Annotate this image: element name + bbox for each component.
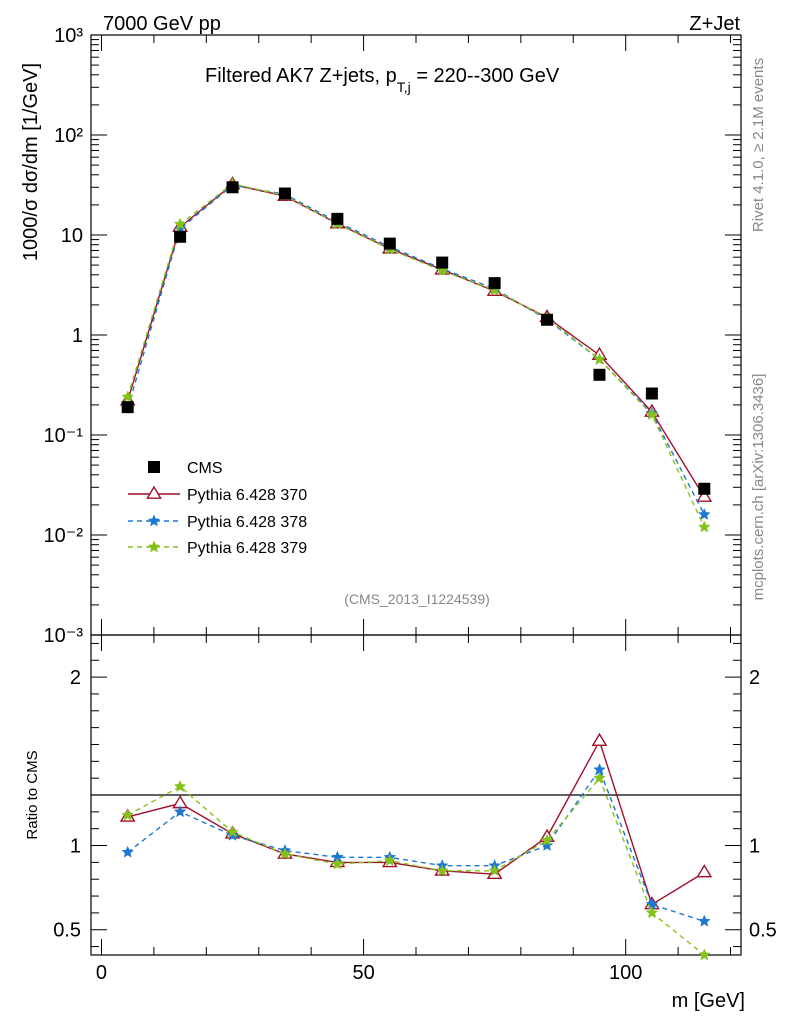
pythia-6-428-379-ratio-point [697,948,711,961]
main-y-tick-label: 10² [54,125,83,147]
cms-point [436,256,449,269]
legend-cms-label: CMS [187,460,223,477]
pythia-6-428-379-ratio-point [331,857,344,870]
pythia-6-428-379-point [121,390,135,403]
rivet-version-label: Rivet 4.1.0, ≥ 2.1M events [750,58,767,232]
pythia-6-428-379-ratio-point [226,825,239,838]
ratio-y-tick-label-right: 0.5 [749,920,777,942]
mcplots-label: mcplots.cern.ch [arXiv:1306.3436] [750,374,767,601]
pythia-6-428-379-point [435,264,449,277]
title-subscript: T,j [397,79,411,95]
legend: CMS Pythia 6.428 370 Pythia 6.428 378 Pythi… [128,460,307,557]
ratio-tick-labels: 0.5 0.5 1 1 2 2 [53,667,777,942]
legend-cms-marker [148,461,160,473]
analysis-watermark: (CMS_2013_I1224539) [344,591,490,607]
main-ylabel: 1000/σ dσ/dm [1/GeV] [20,63,42,261]
pythia-6-428-379-ratio-point [383,854,397,867]
main-y-tick-label: 10⁻³ [44,625,84,647]
main-y-tick-label: 1 [72,325,83,347]
energy-label: 7000 GeV pp [103,13,221,35]
legend-pythia-6-428-370-label: Pythia 6.428 370 [187,487,307,504]
pythia-6-428-378-ratio-line [127,768,705,922]
title-tail: = 220--300 GeV [411,65,560,87]
pythia-6-428-370-ratio-point [591,732,608,747]
pythia-6-428-378-point [697,507,711,520]
pythia-6-428-370-ratio-line [127,739,705,906]
main-y-ticks [91,34,741,636]
pythia-6-428-379-point [697,520,711,533]
pythia-6-428-378-ratio-point [121,845,135,858]
cms-point [541,313,554,326]
pythia-6-428-379-ratio-line [127,776,705,956]
legend-pythia-6-428-379-marker [147,540,161,553]
ratio-y-tick-label-left: 0.5 [53,920,81,942]
x-tick-label: 50 [352,962,374,984]
ratio-y-tick-label-left: 1 [70,836,81,858]
pythia-6-428-370-ratio-point [696,864,713,878]
x-tick-labels: 0 50 100 [96,962,642,984]
legend-pythia-6-428-370-marker [146,485,162,499]
pythia-6-428-379-point [645,407,659,420]
pythia-6-428-378-ratio-point [697,914,711,927]
title-main: Filtered AK7 Z+jets, p [205,65,397,87]
chart-title: Filtered AK7 Z+jets, pT,j = 220--300 GeV [205,65,560,95]
pythia-6-428-379-point [593,352,606,365]
cms-point [593,368,606,381]
cms-point [174,230,187,243]
pythia-6-428-379-ratio-point [121,808,135,821]
cms-point [645,387,658,400]
cms-point [121,401,134,414]
pythia-6-428-379-point [173,217,187,230]
ratio-y-tick-label-left: 2 [70,667,81,689]
ratio-y-tick-label-right: 2 [749,667,760,689]
legend-pythia-6-428-379-label: Pythia 6.428 379 [187,540,307,557]
main-y-tick-label: 10 [61,225,83,247]
x-ticks [100,35,732,955]
pythia-6-428-370-point [696,488,713,502]
main-y-tick-label: 10³ [54,25,83,47]
ratio-series-group [119,732,713,961]
pythia-6-428-379-ratio-point [278,847,292,860]
pythia-6-428-379-ratio-point [593,771,606,784]
cms-point [698,482,711,495]
x-axis-label: m [GeV] [672,990,745,1012]
pythia-6-428-379-ratio-point [173,779,187,792]
x-tick-label: 0 [96,962,107,984]
ratio-ylabel: Ratio to CMS [24,750,41,839]
process-label: Z+Jet [689,13,740,35]
cms-point [488,277,501,290]
cms-point [278,187,291,200]
cms-point [226,181,239,194]
legend-pythia-6-428-378-marker [147,514,161,527]
pythia-6-428-379-ratio-point [645,906,659,919]
legend-pythia-6-428-378-label: Pythia 6.428 378 [187,514,307,531]
main-series-group [119,176,713,533]
pythia-6-428-378-ratio-point [173,805,187,818]
ratio-ticks [91,642,741,948]
pythia-6-428-379-line [127,183,705,528]
pythia-6-428-379-ratio-point [488,864,501,877]
pythia-6-428-370-line [127,183,705,498]
main-y-tick-label: 10⁻² [44,525,84,547]
main-y-tick-labels: 10⁻³ 10⁻² 10⁻¹ 1 10 10² 10³ [44,25,84,647]
cms-point [331,212,344,225]
x-tick-label: 100 [609,962,642,984]
pythia-6-428-379-ratio-point [540,833,554,846]
main-y-tick-label: 10⁻¹ [44,425,84,447]
cms-point [383,237,396,250]
pythia-6-428-379-ratio-point [435,864,449,877]
ratio-y-tick-label-right: 1 [749,836,760,858]
